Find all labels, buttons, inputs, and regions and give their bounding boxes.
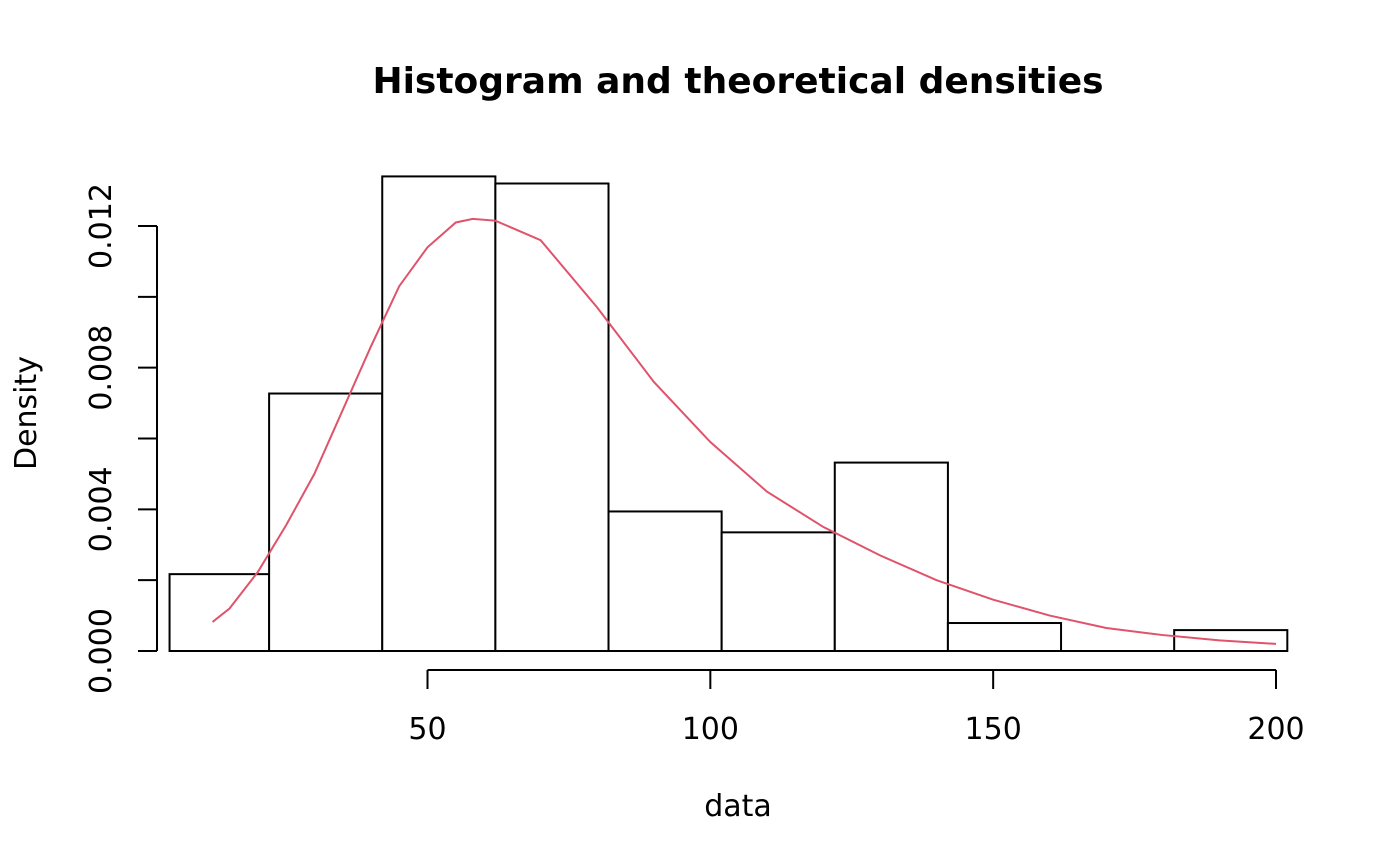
x-tick-label-0: 50: [408, 712, 446, 747]
histogram-bar-5: [720, 531, 836, 653]
x-axis: 50 100 150 200: [408, 669, 1305, 747]
y-tick-label-4: 0.008: [84, 325, 119, 411]
histogram-bar-4: [607, 510, 723, 653]
chart-title: Histogram and theoretical densities: [372, 61, 1103, 102]
histogram-bar-0: [168, 573, 271, 652]
y-axis-label: Density: [9, 356, 44, 470]
histogram-bars: [168, 175, 1289, 653]
histogram-bar-2: [381, 175, 497, 653]
histogram-bar-7: [946, 622, 1063, 652]
histogram-bar-1: [268, 392, 384, 652]
x-axis-label: data: [704, 789, 772, 824]
density-curve-layer: [211, 217, 1277, 645]
x-tick-label-3: 200: [1247, 712, 1304, 747]
y-tick-label-0: 0.000: [84, 608, 119, 694]
x-tick-label-1: 100: [682, 712, 739, 747]
histogram-bar-6: [833, 461, 949, 653]
y-tick-label-6: 0.012: [84, 183, 119, 269]
density-curve: [211, 217, 1277, 645]
histogram-bar-3: [494, 182, 610, 652]
y-axis: 0.000 0.004 0.008 0.012: [84, 183, 158, 694]
y-tick-label-2: 0.004: [84, 466, 119, 552]
x-tick-label-2: 150: [965, 712, 1022, 747]
